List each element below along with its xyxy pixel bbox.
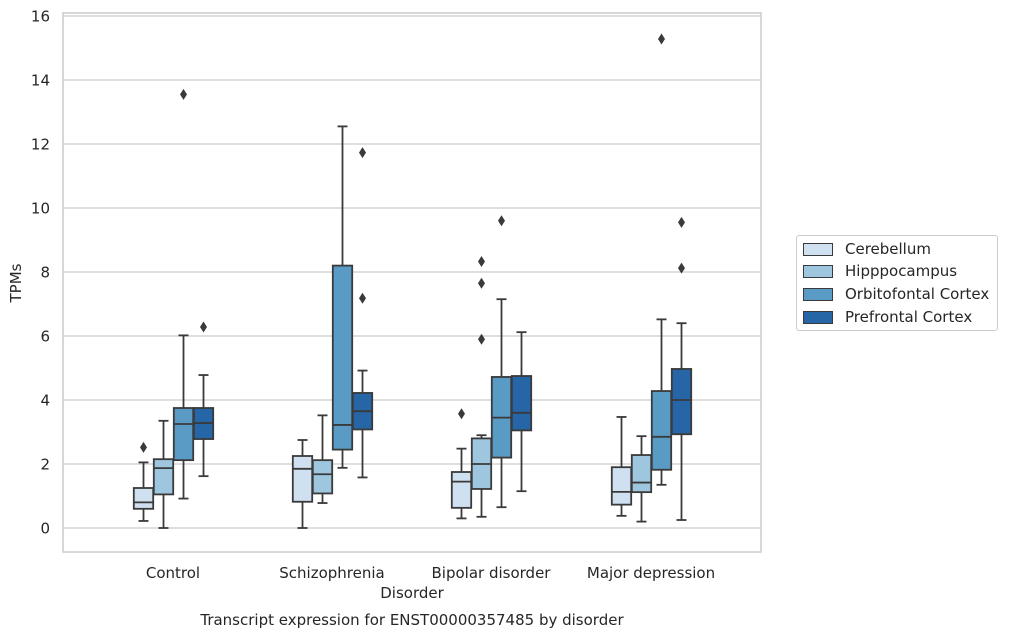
boxes	[132, 33, 693, 529]
outlier-point	[678, 262, 685, 274]
outlier-point	[678, 216, 685, 228]
plot-area-frame	[62, 12, 762, 553]
box-iqr	[152, 458, 175, 496]
outlier-point	[478, 255, 485, 267]
box-iqr	[172, 407, 195, 462]
legend-label-cerebellum: Cerebellum	[845, 240, 931, 258]
legend-swatch-hippocampus	[803, 264, 833, 278]
box-iqr	[311, 459, 334, 495]
legend-item-orbitofrontal: Orbitofontal Cortex	[803, 284, 989, 304]
y-tick-label-2: 2	[40, 456, 50, 474]
box-iqr	[670, 368, 693, 436]
box-3-3	[670, 216, 693, 521]
box-1-0	[152, 419, 175, 529]
outlier-point	[458, 408, 465, 420]
outlier-point	[478, 277, 485, 289]
outlier-point	[200, 321, 207, 333]
legend-item-cerebellum: Cerebellum	[803, 239, 931, 259]
legend-label-hippocampus: Hipppocampus	[845, 262, 958, 280]
box-iqr	[510, 375, 533, 432]
box-1-3	[630, 435, 653, 523]
box-iqr	[132, 487, 155, 510]
box-1-2	[470, 255, 493, 518]
chart-title: Transcript expression for ENST0000035748…	[199, 611, 624, 629]
y-tick-label-6: 6	[40, 328, 50, 346]
outlier-point	[180, 88, 187, 100]
outlier-point	[140, 441, 147, 453]
x-tick-label-1: Schizophrenia	[279, 564, 384, 582]
x-tick-label-2: Bipolar disorder	[432, 564, 552, 582]
box-2-0	[172, 88, 195, 500]
box-iqr	[450, 471, 473, 509]
box-iqr	[331, 264, 354, 451]
outlier-point	[359, 292, 366, 304]
y-tick-label-0: 0	[40, 520, 50, 538]
box-iqr	[291, 455, 314, 503]
box-0-2	[450, 408, 473, 520]
y-tick-label-8: 8	[40, 264, 50, 282]
box-1-1	[311, 414, 334, 504]
box-0-1	[291, 439, 314, 529]
box-iqr	[650, 390, 673, 471]
box-2-2	[490, 215, 513, 509]
box-0-0	[132, 441, 155, 522]
box-iqr	[630, 454, 653, 494]
outlier-point	[658, 33, 665, 45]
box-2-1	[331, 125, 354, 469]
x-axis-label: Disorder	[380, 584, 444, 602]
y-tick-labels: 0 2 4 6 8 10 12 14 16	[31, 8, 50, 538]
legend-label-prefrontal: Prefrontal Cortex	[845, 308, 973, 326]
legend: Cerebellum Hipppocampus Orbitofontal Cor…	[796, 235, 998, 331]
outlier-point	[359, 147, 366, 159]
legend-swatch-cerebellum	[803, 242, 833, 256]
box-3-1	[351, 147, 374, 479]
x-tick-labels: Control Schizophrenia Bipolar disorder Majo…	[146, 564, 715, 582]
box-3-0	[192, 321, 215, 478]
box-3-2	[510, 331, 533, 493]
box-0-3	[610, 416, 633, 517]
legend-item-hippocampus: Hipppocampus	[803, 261, 957, 281]
y-tick-label-14: 14	[31, 72, 50, 90]
legend-label-orbitofrontal: Orbitofontal Cortex	[845, 285, 990, 303]
legend-swatch-orbitofrontal	[803, 287, 833, 301]
y-tick-label-16: 16	[31, 8, 50, 26]
legend-swatch-prefrontal	[803, 310, 833, 324]
y-tick-label-12: 12	[31, 136, 50, 154]
y-tick-label-4: 4	[40, 392, 50, 410]
legend-item-prefrontal: Prefrontal Cortex	[803, 307, 972, 327]
box-iqr	[610, 466, 633, 506]
outlier-point	[498, 215, 505, 227]
y-axis-label: TPMs	[7, 263, 25, 303]
box-2-3	[650, 33, 673, 486]
x-tick-label-0: Control	[146, 564, 200, 582]
x-tick-label-3: Major depression	[587, 564, 715, 582]
y-tick-label-10: 10	[31, 200, 50, 218]
outlier-point	[478, 333, 485, 345]
